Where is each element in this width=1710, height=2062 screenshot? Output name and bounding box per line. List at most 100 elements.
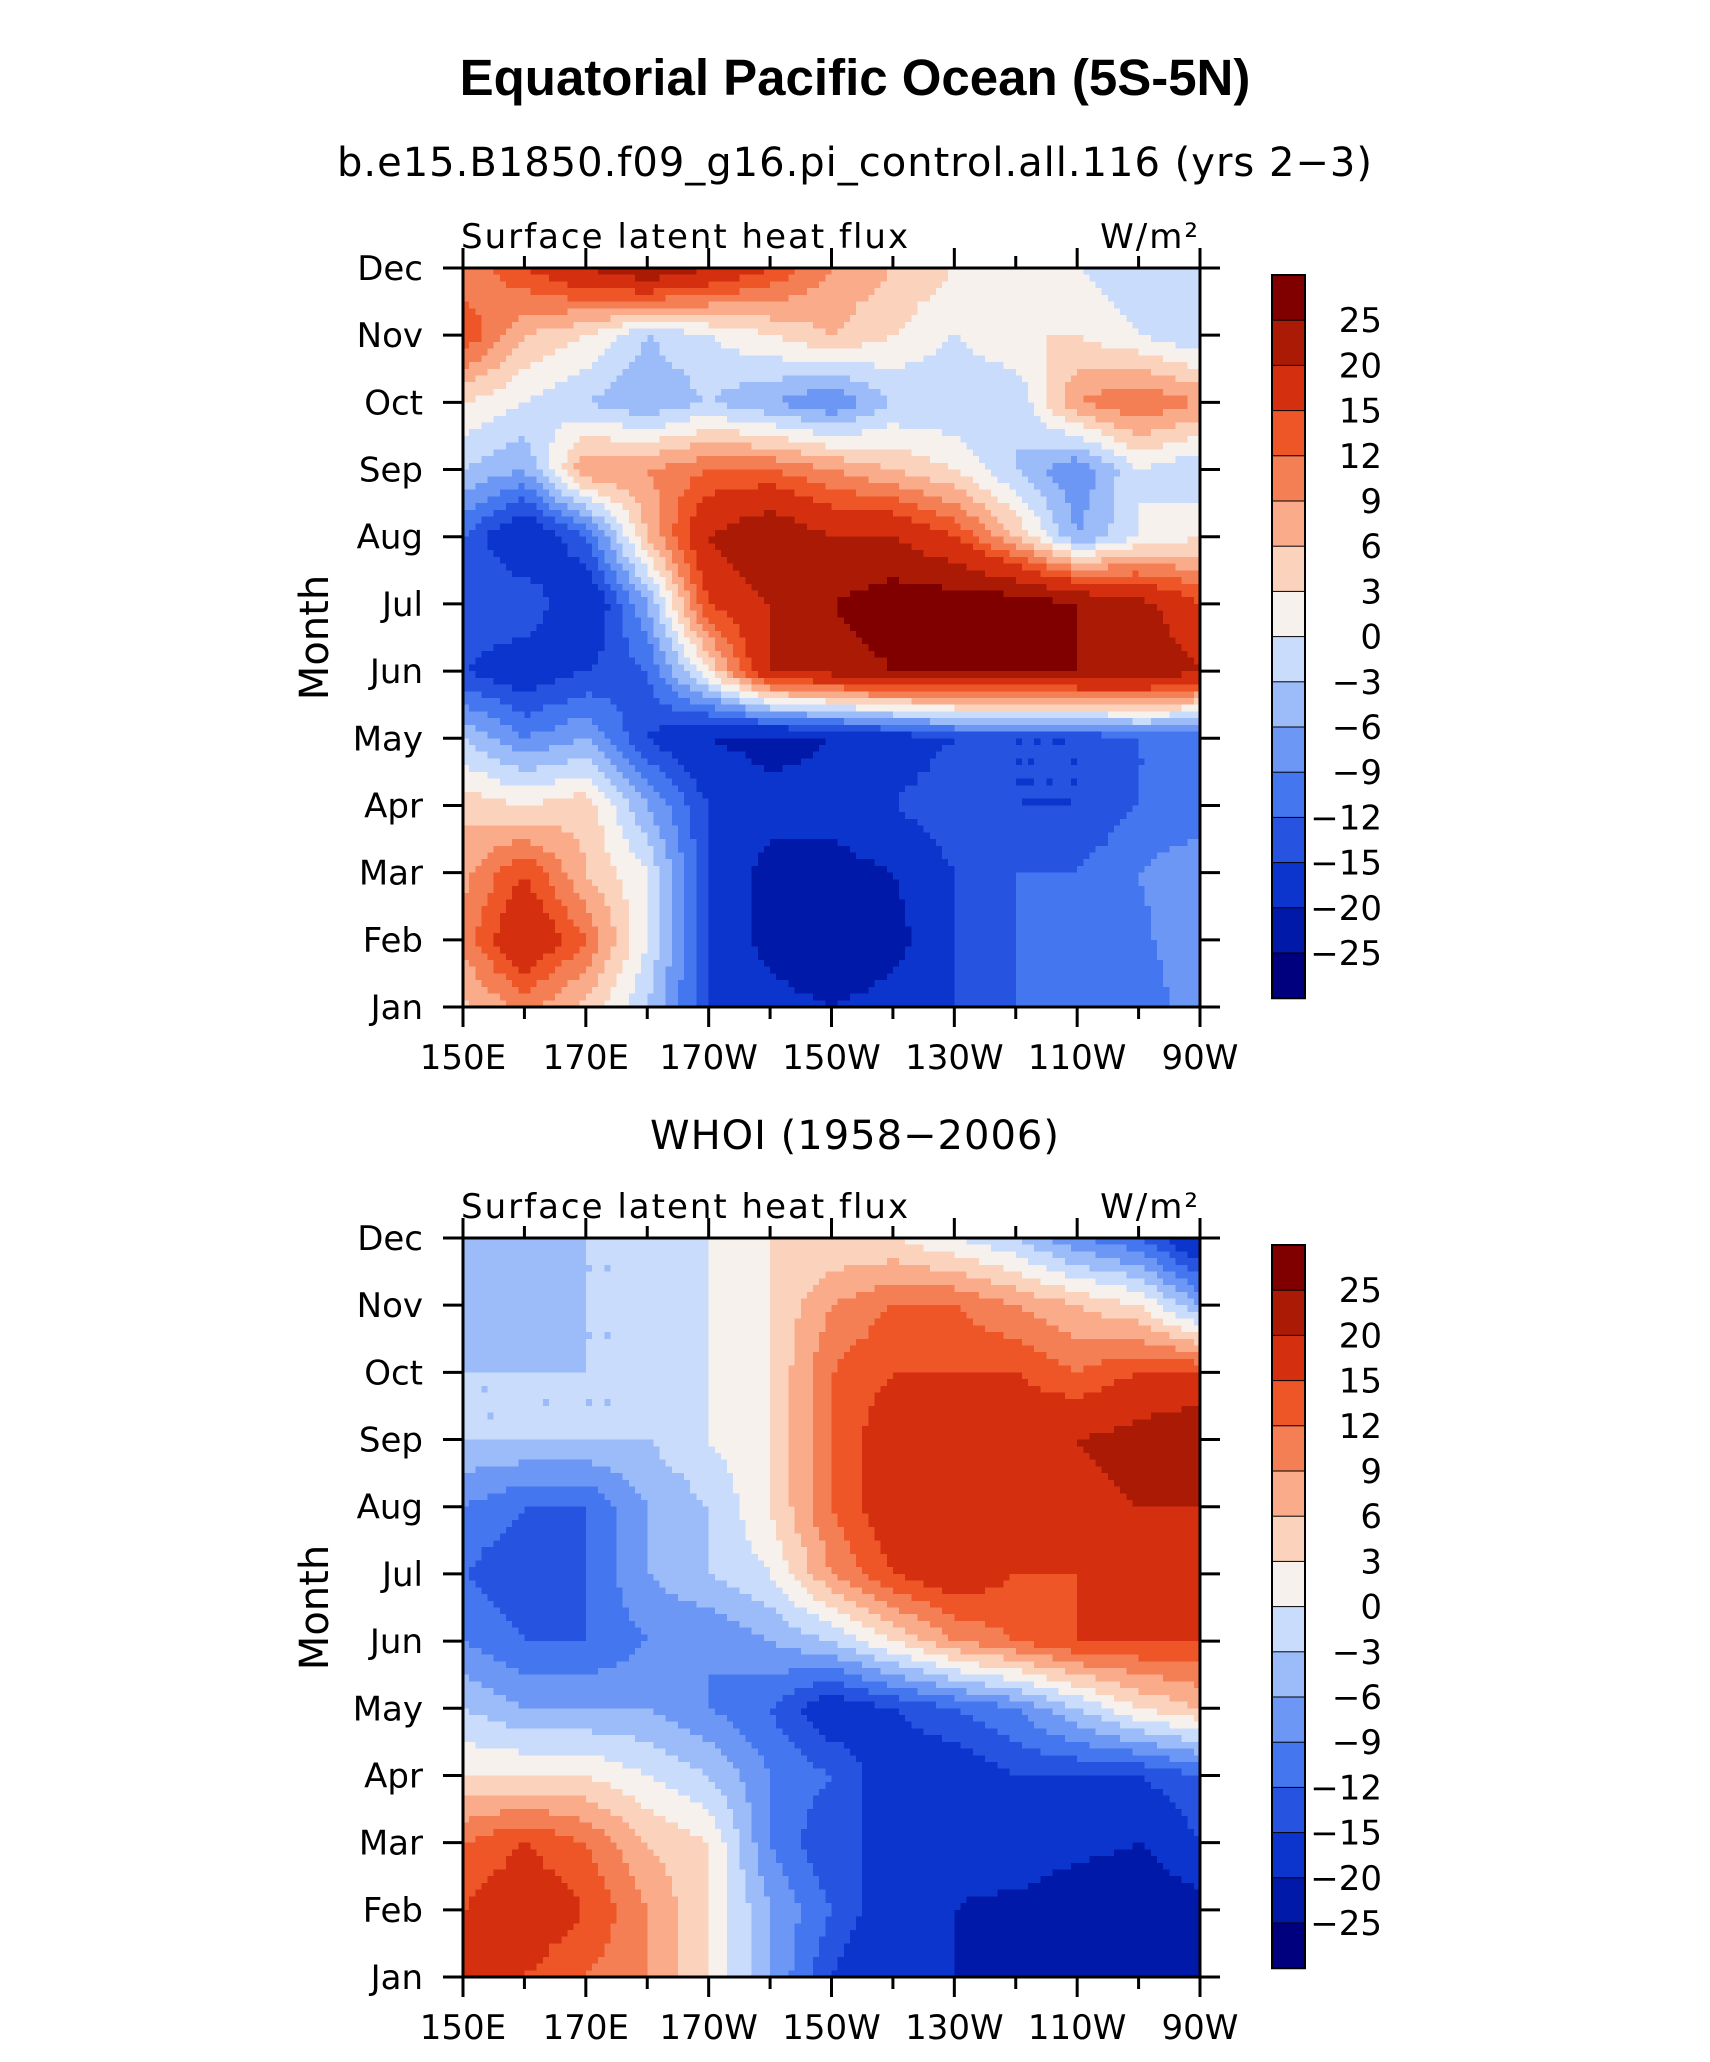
contour-cell: [561, 409, 569, 417]
contour-cell: [991, 355, 998, 363]
contour-cell: [972, 469, 980, 477]
contour-cell: [463, 315, 470, 323]
contour-cell: [567, 523, 575, 531]
contour-cell: [604, 368, 611, 377]
contour-cell: [1126, 516, 1134, 524]
contour-cell: [770, 482, 777, 491]
contour-cell: [542, 362, 550, 370]
contour-cell: [1046, 288, 1054, 296]
contour-cell: [727, 301, 734, 309]
contour-cell: [1071, 456, 1078, 464]
contour-cell: [819, 509, 826, 518]
contour-cell: [469, 543, 476, 551]
contour-cell: [997, 355, 1005, 363]
contour-cell: [1015, 328, 1023, 336]
contour-cell: [684, 341, 691, 350]
contour-cell: [1095, 496, 1103, 504]
contour-cell: [806, 274, 814, 283]
contour-cell: [653, 482, 661, 491]
contour-cell: [1089, 402, 1097, 410]
contour-cell: [1126, 341, 1134, 350]
contour-cell: [714, 516, 722, 524]
contour-cell: [935, 469, 943, 477]
contour-cell: [991, 523, 998, 531]
contour-cell: [1003, 469, 1011, 477]
contour-cell: [1040, 321, 1048, 330]
contour-cell: [493, 422, 501, 430]
contour-cell: [536, 281, 544, 289]
contour-cell: [573, 503, 581, 511]
contour-cell: [1107, 489, 1115, 498]
contour-cell: [1034, 341, 1041, 350]
contour-cell: [567, 530, 575, 538]
contour-cell: [978, 489, 986, 498]
contour-cell: [1089, 355, 1097, 363]
contour-cell: [1046, 435, 1054, 444]
contour-cell: [1181, 469, 1189, 477]
contour-cell: [776, 341, 783, 350]
contour-cell: [751, 415, 759, 424]
contour-cell: [763, 456, 771, 464]
contour-cell: [782, 530, 790, 538]
contour-cell: [1132, 281, 1140, 289]
contour-cell: [806, 388, 814, 397]
contour-cell: [856, 355, 863, 363]
contour-cell: [1028, 516, 1035, 524]
contour-cell: [868, 435, 876, 444]
contour-cell: [548, 308, 556, 316]
contour-cell: [469, 355, 476, 363]
contour-cell: [948, 341, 955, 350]
contour-cell: [604, 469, 611, 477]
contour-cell: [567, 274, 575, 283]
contour-cell: [739, 268, 747, 276]
contour-cell: [696, 328, 704, 336]
contour-cell: [972, 395, 980, 403]
contour-cell: [1071, 315, 1078, 323]
contour-cell: [561, 281, 569, 289]
contour-cell: [917, 288, 925, 296]
contour-cell: [954, 315, 962, 323]
contour-cell: [751, 476, 759, 484]
contour-cell: [1126, 429, 1134, 437]
contour-cell: [475, 435, 483, 444]
contour-cell: [1150, 274, 1158, 283]
contour-cell: [794, 469, 802, 477]
contour-cell: [733, 476, 740, 484]
contour-cell: [849, 388, 857, 397]
contour-cell: [720, 321, 728, 330]
contour-cell: [542, 496, 550, 504]
contour-cell: [1126, 288, 1134, 296]
contour-cell: [911, 328, 919, 336]
contour-cell: [942, 402, 949, 410]
contour-cell: [1163, 341, 1170, 350]
contour-cell: [505, 435, 513, 444]
contour-cell: [905, 523, 912, 531]
contour-cell: [1009, 315, 1017, 323]
contour-cell: [463, 422, 470, 430]
contour-cell: [665, 422, 673, 430]
contour-cell: [843, 462, 851, 471]
contour-cell: [641, 543, 648, 551]
contour-cell: [763, 530, 771, 538]
contour-cell: [813, 530, 820, 538]
contour-cell: [1101, 469, 1109, 477]
contour-cell: [1193, 409, 1201, 417]
contour-cell: [905, 449, 912, 457]
contour-cell: [1015, 315, 1023, 323]
contour-cell: [610, 341, 618, 350]
contour-cell: [763, 375, 771, 383]
contour-cell: [1058, 402, 1066, 410]
contour-cell: [475, 456, 483, 464]
contour-cell: [1028, 456, 1035, 464]
contour-cell: [1157, 368, 1164, 377]
contour-cell: [591, 422, 599, 430]
contour-cell: [948, 355, 955, 363]
contour-cell: [524, 536, 532, 545]
contour-cell: [991, 402, 998, 410]
contour-cell: [499, 268, 507, 276]
contour-cell: [481, 456, 489, 464]
contour-cell: [690, 335, 697, 343]
contour-cell: [1150, 308, 1158, 316]
contour-cell: [469, 496, 476, 504]
contour-cell: [733, 516, 740, 524]
